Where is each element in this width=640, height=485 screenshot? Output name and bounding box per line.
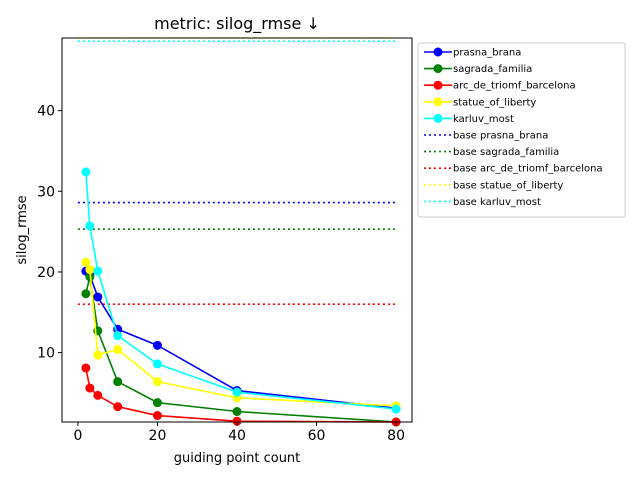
x-tick-label-3: 60 [308, 428, 326, 444]
x-tick-label-1: 20 [149, 428, 167, 444]
data-point-4-5 [232, 387, 242, 397]
data-point-0-4 [152, 340, 162, 350]
legend-label-7: base arc_de_triomf_barcelona [453, 164, 603, 175]
data-point-4-6 [391, 404, 401, 414]
legend-marker-1 [433, 64, 443, 74]
data-point-2-3 [113, 402, 123, 412]
data-point-2-1 [85, 383, 95, 393]
data-point-3-3 [113, 344, 123, 354]
legend-label-3: statue_of_liberty [453, 97, 536, 108]
data-point-1-0 [81, 289, 91, 299]
x-axis-label: guiding point count [174, 451, 301, 466]
data-point-2-0 [81, 363, 91, 373]
y-tick-label-2: 30 [37, 184, 55, 200]
data-point-1-5 [232, 407, 242, 417]
legend-marker-2 [433, 80, 443, 90]
legend-marker-0 [433, 47, 443, 57]
y-tick-label-3: 40 [37, 104, 55, 120]
legend-label-4: karluv_most [453, 114, 514, 125]
data-point-2-4 [152, 411, 162, 421]
data-point-4-2 [93, 266, 103, 276]
x-tick-label-0: 0 [73, 428, 82, 444]
legend-label-2: arc_de_triomf_barcelona [453, 81, 576, 92]
legend-label-5: base prasna_brana [453, 131, 548, 142]
legend-marker-4 [433, 113, 443, 123]
legend-label-0: prasna_brana [453, 48, 521, 59]
data-point-4-0 [81, 167, 91, 177]
legend-label-9: base karluv_most [453, 197, 541, 208]
legend-label-8: base statue_of_liberty [453, 180, 563, 191]
data-point-3-4 [152, 377, 162, 387]
plot-area [77, 37, 401, 427]
x-tick-label-2: 40 [228, 428, 246, 444]
y-tick-label-0: 10 [37, 346, 55, 362]
data-point-0-2 [93, 292, 103, 302]
data-point-4-1 [85, 221, 95, 231]
data-point-2-5 [232, 416, 242, 426]
data-point-3-0 [81, 257, 91, 267]
data-point-2-2 [93, 390, 103, 400]
y-axis-label: silog_rmse [15, 195, 30, 264]
axes: 0 20 40 60 80 10 20 30 40 [37, 37, 413, 444]
legend-box [417, 42, 626, 218]
legend-label-6: base sagrada_familia [453, 147, 559, 158]
data-point-3-2 [93, 350, 103, 360]
legend: prasna_brana sagrada_familia arc_de_triomf… [417, 42, 626, 218]
y-tick-label-1: 20 [37, 265, 55, 281]
data-point-1-4 [152, 398, 162, 408]
data-point-1-3 [113, 377, 123, 387]
data-point-4-4 [152, 359, 162, 369]
legend-label-1: sagrada_familia [453, 64, 532, 75]
legend-marker-3 [433, 97, 443, 107]
chart-title: metric: silog_rmse ↓ [154, 14, 320, 34]
x-tick-label-4: 80 [387, 428, 405, 444]
data-point-3-1 [85, 265, 95, 275]
data-point-4-3 [113, 331, 123, 341]
